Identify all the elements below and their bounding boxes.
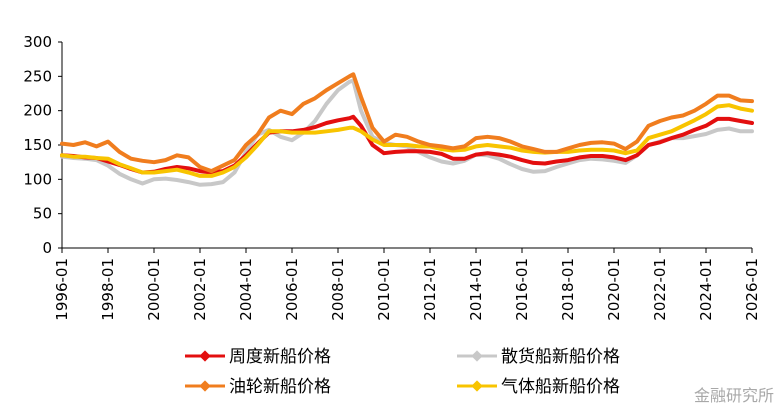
x-tick-label: 1998-01 (99, 258, 117, 321)
legend-swatch-marker (471, 350, 483, 362)
x-tick-label: 2002-01 (191, 258, 209, 321)
chart-axes: 0 50 100 150 200 250 300 1996-01 1998-01 2000-01 2… (23, 33, 761, 321)
x-tick-label: 2004-01 (237, 258, 255, 321)
x-tick-label: 2000-01 (145, 258, 163, 321)
series-line-3 (60, 103, 754, 178)
legend-swatch-marker (199, 350, 211, 362)
y-tick-label: 100 (23, 170, 52, 188)
x-tick-label: 2016-01 (513, 258, 531, 321)
legend-label: 周度新船价格 (229, 347, 331, 367)
legend-label: 气体船新船价格 (501, 377, 620, 397)
y-tick-label: 150 (23, 136, 52, 154)
y-tick-label: 50 (33, 205, 52, 223)
x-tick-label: 2022-01 (651, 258, 669, 321)
chart-series (60, 72, 754, 187)
x-tick-label: 2020-01 (605, 258, 623, 321)
y-tick-label: 0 (42, 239, 52, 257)
x-tick-label: 1996-01 (53, 258, 71, 321)
y-tick-label: 200 (23, 102, 52, 120)
y-tick-label: 300 (23, 33, 52, 51)
x-tick-label: 2014-01 (467, 258, 485, 321)
legend-swatch-marker (471, 380, 483, 392)
x-tick-label: 2026-01 (743, 258, 761, 321)
x-tick-label: 2012-01 (421, 258, 439, 321)
legend-label: 油轮新船价格 (229, 377, 331, 397)
x-tick-label: 2018-01 (559, 258, 577, 321)
x-tick-label: 2008-01 (329, 258, 347, 321)
x-tick-label: 2010-01 (375, 258, 393, 321)
legend-label: 散货船新船价格 (501, 347, 620, 367)
legend-swatch-marker (199, 380, 211, 392)
watermark-text: 金融研究所 (693, 386, 774, 405)
x-tick-label: 2006-01 (283, 258, 301, 321)
series-line-2 (60, 72, 754, 174)
y-tick-label: 250 (23, 67, 52, 85)
x-tick-label: 2024-01 (697, 258, 715, 321)
series-line-0 (60, 114, 754, 175)
